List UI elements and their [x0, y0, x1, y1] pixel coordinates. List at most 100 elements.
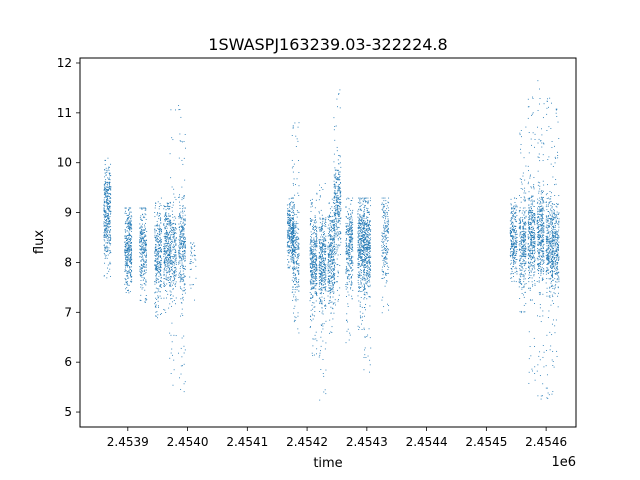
data-point — [158, 224, 160, 226]
data-point — [105, 186, 107, 188]
data-point — [155, 287, 157, 289]
data-point — [127, 241, 129, 243]
data-point — [160, 240, 162, 242]
data-point — [156, 254, 158, 256]
data-point — [157, 279, 159, 281]
data-point — [168, 215, 170, 217]
data-point — [139, 299, 141, 301]
data-point — [180, 226, 182, 227]
data-point — [323, 241, 325, 242]
data-point — [143, 232, 144, 234]
data-point — [312, 355, 314, 357]
data-point — [104, 193, 106, 195]
data-point — [334, 251, 336, 253]
data-point — [287, 255, 289, 257]
data-point — [145, 254, 147, 256]
data-point — [103, 207, 105, 209]
data-point — [323, 239, 325, 241]
data-point — [125, 207, 127, 209]
data-point — [108, 196, 110, 198]
data-point — [287, 217, 289, 219]
data-point — [294, 254, 296, 256]
data-point — [339, 188, 341, 189]
data-point — [104, 181, 106, 182]
data-point — [358, 228, 360, 230]
data-point — [174, 251, 176, 253]
data-point — [364, 354, 366, 356]
data-point — [155, 272, 157, 274]
data-point — [179, 205, 181, 206]
data-point — [327, 245, 329, 247]
data-point — [316, 269, 318, 271]
data-point — [325, 222, 327, 223]
data-point — [357, 249, 359, 251]
data-point — [128, 222, 130, 224]
data-point — [180, 211, 182, 213]
data-point — [126, 287, 128, 289]
data-point — [159, 291, 161, 293]
data-point — [179, 256, 181, 258]
data-point — [315, 260, 317, 262]
data-point — [333, 232, 335, 234]
data-point — [157, 258, 159, 260]
data-point — [320, 261, 322, 263]
data-point — [333, 219, 335, 221]
data-point — [181, 356, 183, 358]
data-point — [367, 267, 369, 269]
data-point — [291, 254, 293, 256]
data-point — [321, 217, 323, 219]
data-point — [345, 284, 347, 285]
data-point — [323, 278, 325, 280]
data-point — [170, 177, 172, 179]
data-point — [291, 234, 293, 236]
data-point — [179, 257, 181, 259]
data-point — [360, 218, 362, 220]
data-point — [332, 284, 334, 286]
data-point — [165, 217, 167, 219]
data-point — [357, 223, 359, 224]
data-point — [164, 242, 166, 244]
data-point — [360, 222, 362, 224]
data-point — [320, 257, 321, 259]
data-point — [140, 232, 141, 234]
data-point — [143, 283, 145, 285]
data-point — [296, 241, 298, 243]
data-point — [360, 297, 362, 298]
data-point — [105, 201, 107, 203]
data-point — [144, 283, 146, 285]
data-point — [318, 245, 320, 247]
data-point — [364, 285, 366, 287]
data-point — [164, 227, 166, 229]
data-point — [109, 202, 111, 204]
data-point — [155, 301, 156, 303]
data-point — [141, 230, 143, 232]
data-point — [323, 269, 325, 271]
data-point — [321, 214, 323, 216]
data-point — [361, 222, 363, 224]
data-point — [141, 236, 143, 238]
data-point — [166, 218, 168, 220]
data-point — [182, 299, 184, 301]
data-point — [322, 284, 324, 285]
data-point — [346, 287, 348, 289]
data-point — [316, 237, 318, 239]
data-point — [289, 236, 291, 238]
data-point — [167, 293, 169, 295]
data-point — [329, 282, 331, 284]
data-point — [360, 217, 362, 219]
data-point — [157, 262, 158, 264]
data-point — [368, 258, 370, 260]
data-point — [126, 220, 128, 222]
data-point — [129, 225, 131, 227]
data-point — [109, 216, 111, 218]
data-point — [159, 203, 161, 205]
data-point — [340, 195, 342, 197]
data-point — [154, 207, 156, 209]
data-point — [320, 274, 322, 276]
data-point — [351, 244, 353, 246]
data-point — [289, 215, 291, 217]
data-point — [105, 194, 107, 196]
data-point — [165, 215, 167, 217]
data-point — [166, 218, 168, 220]
data-point — [167, 258, 169, 260]
